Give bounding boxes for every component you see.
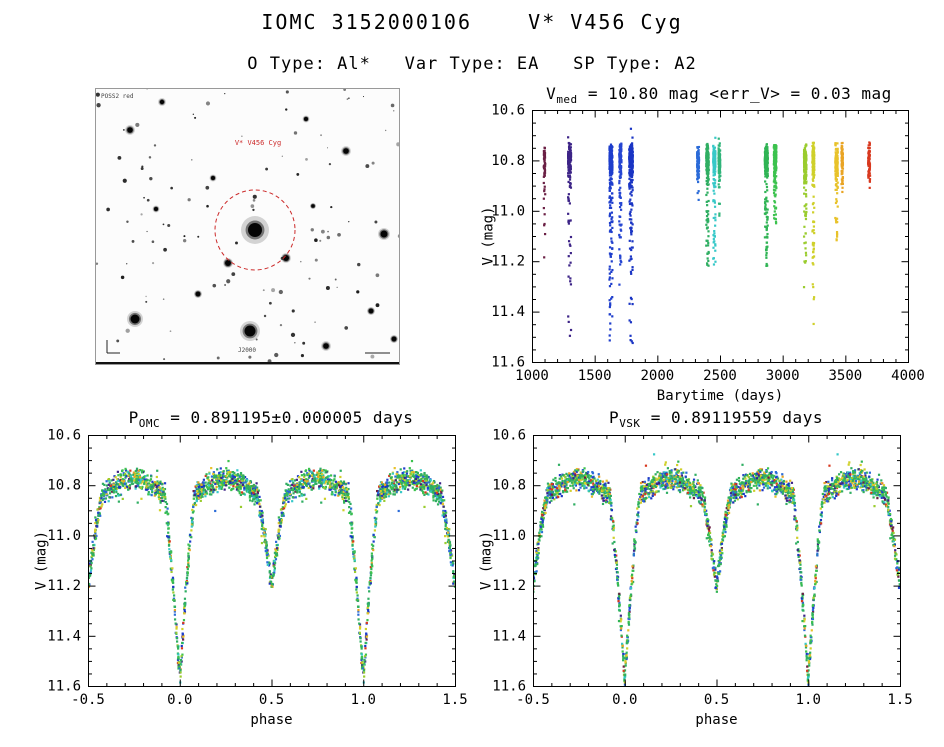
phase-omc-chart: POMC = 0.891195±0.000005 days: [20, 408, 480, 747]
phase-vsk-chart: PVSK = 0.89119559 days: [465, 408, 925, 747]
finding-chart-image: [95, 88, 400, 365]
phase-vsk-plot-canvas: [465, 428, 925, 733]
phase-omc-chart-title: POMC = 0.891195±0.000005 days: [20, 408, 480, 431]
phase-omc-plot-canvas: [20, 428, 480, 733]
pomc-value-text: = 0.891195±0.000005 days: [160, 408, 414, 427]
pvsk-value-text: = 0.89119559 days: [640, 408, 823, 427]
pvsk-subscript: VSK: [619, 417, 641, 431]
pomc-symbol: P: [128, 408, 139, 427]
vmed-subscript: med: [556, 93, 578, 107]
phase-vsk-chart-title: PVSK = 0.89119559 days: [465, 408, 925, 431]
barytime-chart-title: Vmed = 10.80 mag <err_V> = 0.03 mag: [480, 84, 944, 107]
vmed-value-text: = 10.80 mag <err_V> = 0.03 mag: [577, 84, 892, 103]
vmed-symbol: V: [546, 84, 557, 103]
barytime-plot-canvas: [480, 104, 944, 409]
barytime-chart: Vmed = 10.80 mag <err_V> = 0.03 mag: [480, 84, 944, 410]
page-subtitle: O Type: Al* Var Type: EA SP Type: A2: [247, 54, 697, 74]
page-title: IOMC 3152000106 V* V456 Cyg: [261, 10, 683, 34]
pvsk-symbol: P: [609, 408, 620, 427]
pomc-subscript: OMC: [138, 417, 161, 431]
